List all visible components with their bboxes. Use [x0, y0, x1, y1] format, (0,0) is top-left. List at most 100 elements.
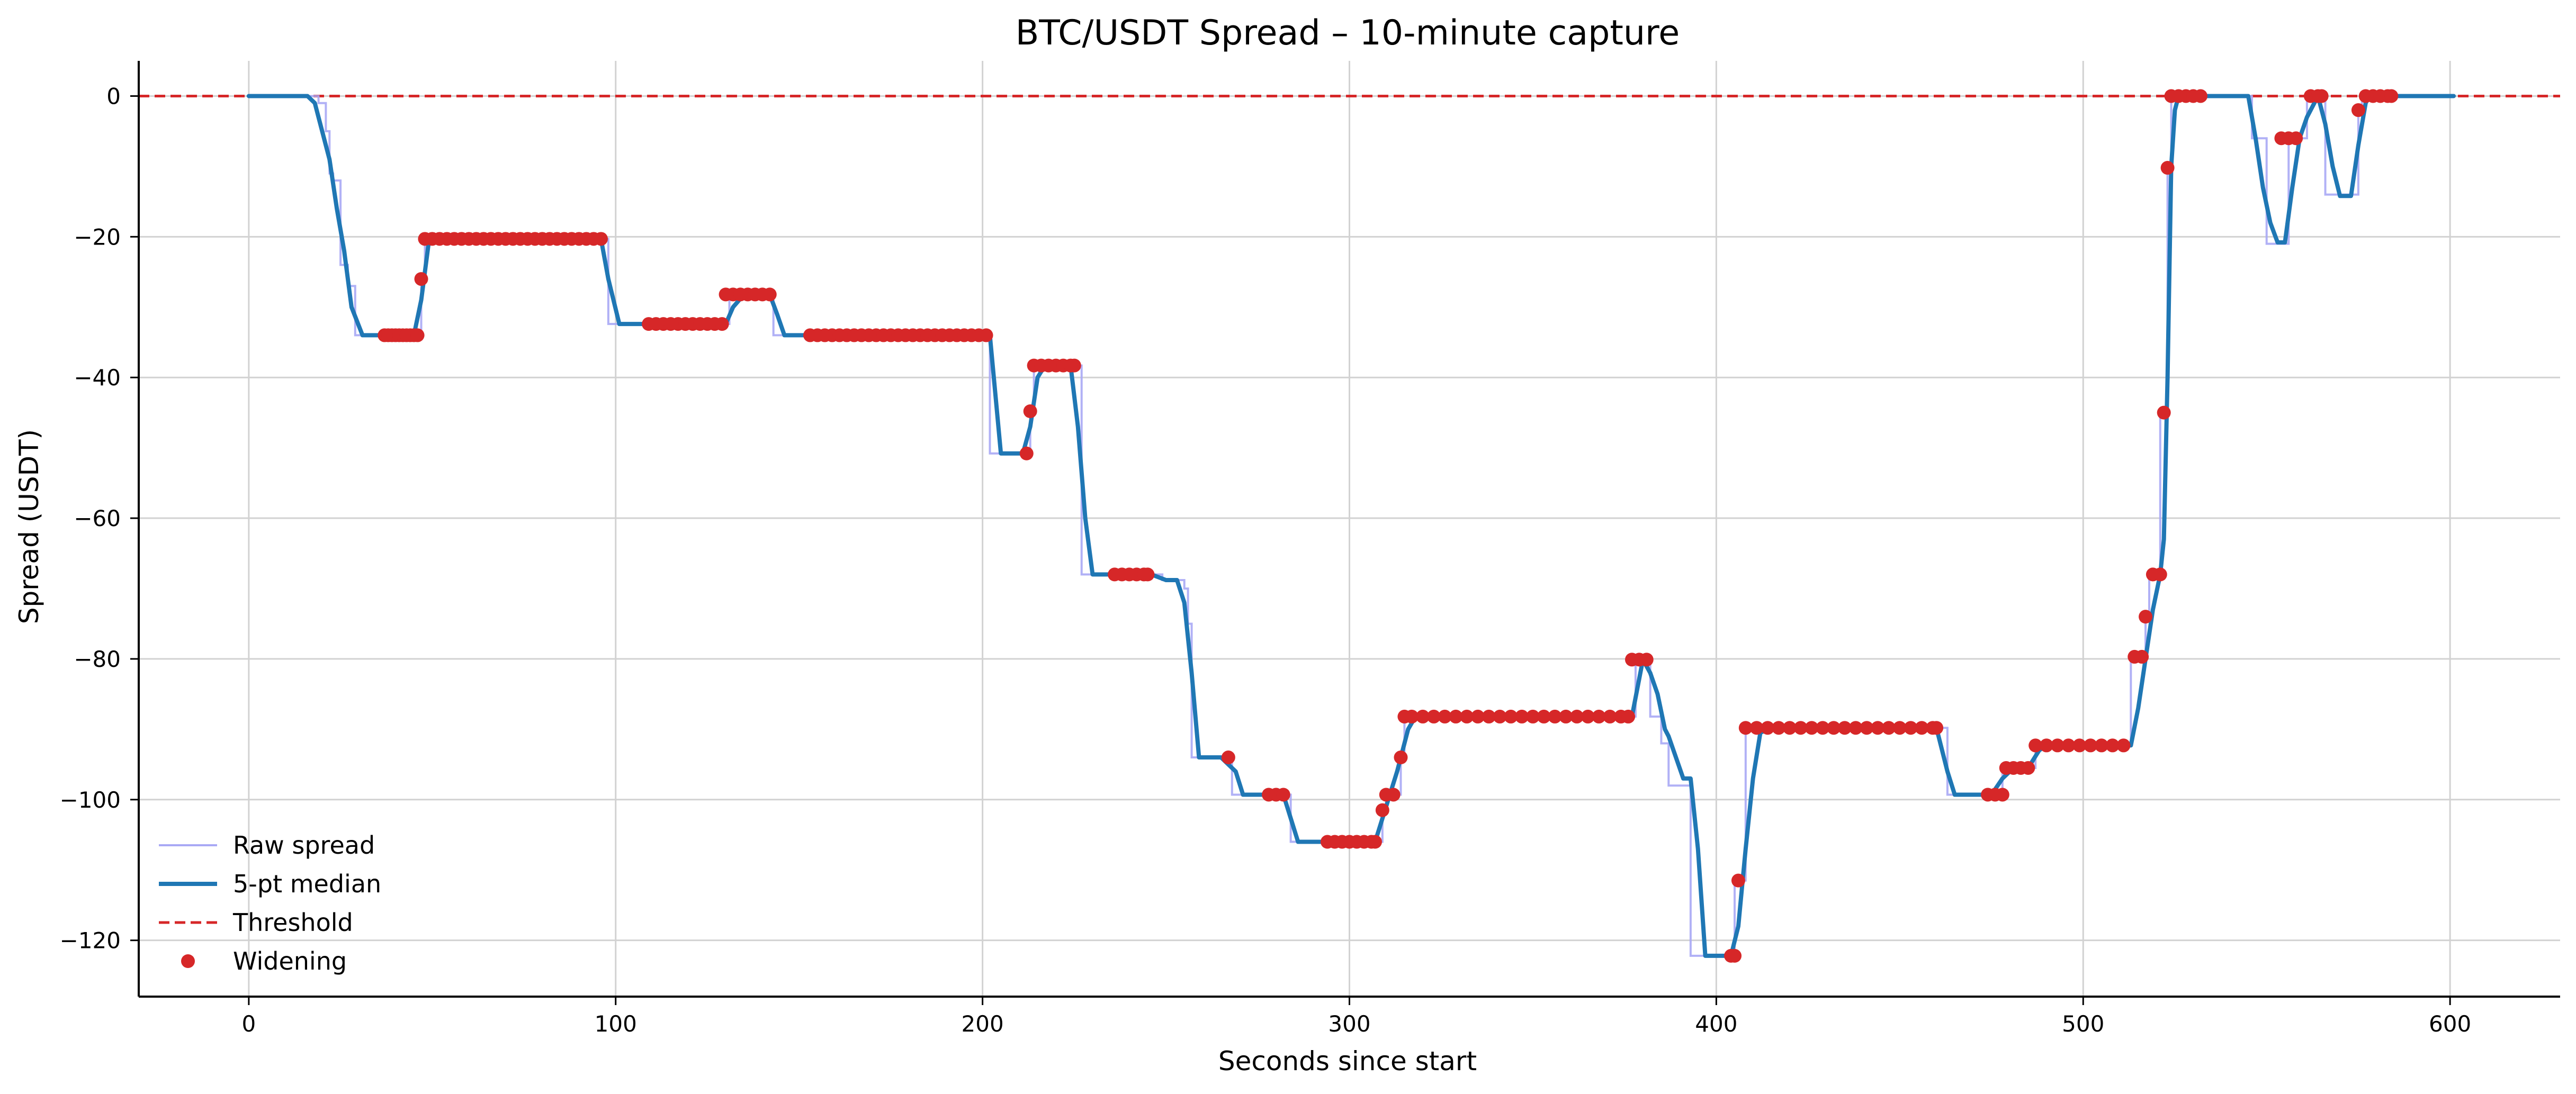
plot-area	[139, 61, 2560, 997]
widening-point	[1816, 721, 1830, 735]
legend-label: Raw spread	[233, 831, 375, 860]
widening-point	[2289, 131, 2303, 146]
widening-point	[2160, 161, 2175, 175]
widening-point	[2094, 738, 2108, 753]
widening-point	[2029, 738, 2043, 753]
widening-point	[1581, 709, 1595, 724]
widening-point	[1375, 803, 1389, 817]
x-tick-label: 500	[2062, 1011, 2104, 1037]
widening-point	[1837, 721, 1852, 735]
widening-point	[1525, 709, 1540, 724]
widening-point	[1592, 709, 1606, 724]
y-tick-label: −40	[74, 365, 121, 391]
widening-point	[1904, 721, 1918, 735]
y-tick-label: −60	[74, 505, 121, 531]
y-tick-label: −120	[60, 928, 121, 954]
widening-point	[1019, 446, 1034, 460]
widening-point	[1882, 721, 1896, 735]
widening-point	[1426, 709, 1441, 724]
widening-point	[1848, 721, 1863, 735]
widening-point	[1929, 721, 1944, 735]
widening-point	[2050, 738, 2065, 753]
grid-lines	[139, 61, 2560, 997]
widening-point	[1603, 709, 1617, 724]
widening-point	[1438, 709, 1452, 724]
x-tick-label: 600	[2429, 1011, 2471, 1037]
x-tick-label: 400	[1695, 1011, 1737, 1037]
median-line	[246, 94, 2456, 958]
widening-point	[1559, 709, 1573, 724]
x-tick-label: 200	[962, 1011, 1004, 1037]
widening-point	[1761, 721, 1775, 735]
widening-point	[2193, 89, 2207, 103]
median-layer	[246, 94, 2456, 958]
widening-point	[1772, 721, 1786, 735]
x-ticks: 0 100 200 300 400 500 600	[241, 997, 2471, 1037]
y-axis-label: Spread (USDT)	[14, 429, 44, 624]
chart-title: BTC/USDT Spread – 10-minute capture	[1016, 13, 1680, 53]
widening-point	[979, 328, 993, 342]
widening-point	[1782, 721, 1797, 735]
legend-label: Threshold	[232, 908, 353, 937]
legend-label: Widening	[233, 947, 347, 975]
widening-point	[1482, 709, 1496, 724]
x-tick-label: 100	[595, 1011, 637, 1037]
widening-point	[2384, 89, 2399, 103]
widening-point	[2039, 738, 2053, 753]
widening-point	[1738, 721, 1753, 735]
widening-point	[1548, 709, 1562, 724]
widening-point	[1493, 709, 1507, 724]
widening-point	[1067, 358, 1081, 373]
widening-point	[1460, 709, 1474, 724]
x-tick-label: 0	[241, 1011, 256, 1037]
widening-point	[2135, 649, 2149, 664]
widening-point	[1276, 788, 1290, 802]
widening-point	[2072, 738, 2087, 753]
widening-point	[1793, 721, 1808, 735]
widening-point	[1805, 721, 1819, 735]
y-tick-label: −80	[74, 646, 121, 672]
widening-point	[2061, 738, 2076, 753]
legend-widening-marker	[181, 954, 195, 968]
legend-label: 5-pt median	[233, 870, 381, 898]
widening-point	[1871, 721, 1885, 735]
widening-point	[762, 287, 777, 302]
widening-point	[1621, 709, 1636, 724]
x-tick-label: 300	[1328, 1011, 1370, 1037]
widening-point	[410, 328, 425, 342]
widening-point	[1995, 788, 2009, 802]
widening-point	[2116, 738, 2131, 753]
widening-point	[1471, 709, 1485, 724]
widening-point	[2153, 567, 2167, 582]
x-axis-label: Seconds since start	[1218, 1046, 1477, 1077]
widening-point	[715, 317, 729, 331]
y-ticks: 0 −20 −40 −60 −80 −100 −120	[60, 83, 139, 954]
legend: Raw spread 5-pt median Threshold Widening	[159, 831, 381, 975]
y-tick-label: 0	[106, 83, 121, 109]
y-tick-label: −100	[60, 787, 121, 813]
widening-point	[1915, 721, 1929, 735]
widening-point	[1892, 721, 1907, 735]
widening-point	[1537, 709, 1551, 724]
widening-point	[2021, 761, 2035, 775]
widening-point	[1827, 721, 1841, 735]
widening-point	[1449, 709, 1463, 724]
widening-point	[1728, 948, 1742, 963]
widening-point	[1386, 788, 1401, 802]
widening-point	[2314, 89, 2329, 103]
widening-point	[2157, 405, 2171, 420]
widening-point	[2139, 610, 2153, 624]
widening-point	[1394, 751, 1408, 765]
widening-point	[414, 272, 428, 286]
widening-point	[1504, 709, 1518, 724]
widening-point	[1416, 709, 1430, 724]
widening-point	[2351, 103, 2365, 117]
widening-point	[1221, 751, 1235, 765]
widening-point	[594, 232, 608, 246]
widening-point	[1141, 567, 1155, 582]
widening-point	[1860, 721, 1874, 735]
widening-point	[2105, 738, 2120, 753]
widening-point	[1405, 709, 1419, 724]
